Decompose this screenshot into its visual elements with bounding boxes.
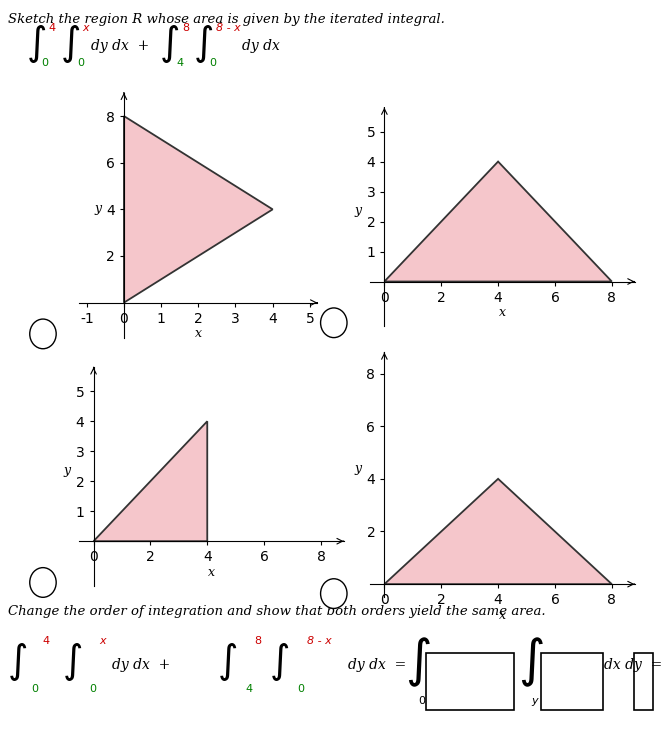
Text: dy dx  +: dy dx + [112, 658, 170, 672]
Polygon shape [124, 116, 272, 303]
Text: 4: 4 [245, 684, 252, 695]
Text: Change the order of integration and show that both orders yield the same area.: Change the order of integration and show… [8, 605, 545, 618]
X-axis label: x: x [499, 306, 506, 319]
Text: $\int$: $\int$ [193, 23, 214, 65]
FancyBboxPatch shape [426, 653, 514, 711]
Text: 8 - x: 8 - x [307, 636, 331, 646]
Text: 4: 4 [48, 23, 56, 33]
X-axis label: x: x [208, 565, 215, 579]
Y-axis label: y: y [63, 464, 71, 477]
Text: Sketch the region R whose area is given by the iterated integral.: Sketch the region R whose area is given … [8, 13, 445, 26]
Text: $\int$: $\int$ [518, 635, 544, 689]
Text: 4: 4 [176, 59, 184, 68]
FancyBboxPatch shape [541, 653, 603, 711]
Text: 0: 0 [77, 59, 84, 68]
Text: 0: 0 [31, 684, 38, 695]
Text: 8: 8 [182, 23, 190, 33]
Text: dy dx  =: dy dx = [348, 658, 407, 672]
X-axis label: x: x [499, 608, 506, 622]
Text: dy dx: dy dx [242, 39, 280, 53]
Y-axis label: y: y [354, 462, 362, 475]
Text: $\int$: $\int$ [159, 23, 180, 65]
FancyBboxPatch shape [634, 653, 653, 711]
Text: $\int$: $\int$ [60, 23, 81, 65]
Text: 4: 4 [42, 636, 50, 646]
Text: 0: 0 [418, 696, 425, 706]
Text: $\int$: $\int$ [61, 641, 82, 683]
Text: 8 - x: 8 - x [216, 23, 241, 33]
Text: $\int$: $\int$ [217, 641, 237, 683]
Text: 8: 8 [254, 636, 262, 646]
Text: 0: 0 [89, 684, 97, 695]
X-axis label: x: x [195, 327, 202, 340]
Text: x: x [99, 636, 106, 646]
Text: $\int$: $\int$ [269, 641, 289, 683]
Polygon shape [385, 479, 612, 584]
Y-axis label: y: y [94, 202, 101, 215]
Text: 0: 0 [297, 684, 304, 695]
Text: $\int$: $\int$ [26, 23, 47, 65]
Text: $\int$: $\int$ [7, 641, 27, 683]
Text: dx dy  =: dx dy = [604, 658, 661, 672]
Polygon shape [94, 421, 208, 541]
Text: 0: 0 [210, 59, 217, 68]
Text: x: x [83, 23, 89, 33]
Text: y: y [531, 696, 538, 706]
Y-axis label: y: y [354, 204, 362, 217]
Text: $\int$: $\int$ [405, 635, 431, 689]
Polygon shape [385, 162, 612, 281]
Text: 0: 0 [42, 59, 48, 68]
Text: dy dx  +: dy dx + [91, 39, 149, 53]
